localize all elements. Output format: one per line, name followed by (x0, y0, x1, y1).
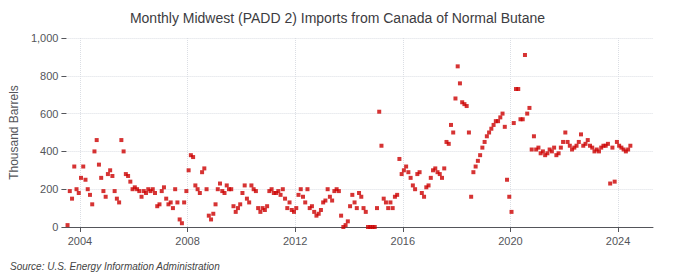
svg-text:2020: 2020 (498, 235, 522, 247)
svg-text:2004: 2004 (68, 235, 92, 247)
svg-text:Thousand Barrels: Thousand Barrels (7, 85, 21, 180)
svg-text:400: 400 (40, 145, 58, 157)
svg-text:2024: 2024 (606, 235, 630, 247)
svg-text:2008: 2008 (175, 235, 199, 247)
svg-text:2016: 2016 (391, 235, 415, 247)
svg-text:0: 0 (52, 221, 58, 233)
svg-text:1,000: 1,000 (31, 32, 59, 44)
svg-text:Source: U.S. Energy Informatio: Source: U.S. Energy Information Administ… (10, 261, 220, 272)
svg-text:600: 600 (40, 108, 58, 120)
svg-text:200: 200 (40, 183, 58, 195)
svg-text:Monthly Midwest (PADD 2) Impor: Monthly Midwest (PADD 2) Imports from Ca… (130, 10, 545, 26)
svg-text:800: 800 (40, 70, 58, 82)
svg-text:2012: 2012 (283, 235, 307, 247)
